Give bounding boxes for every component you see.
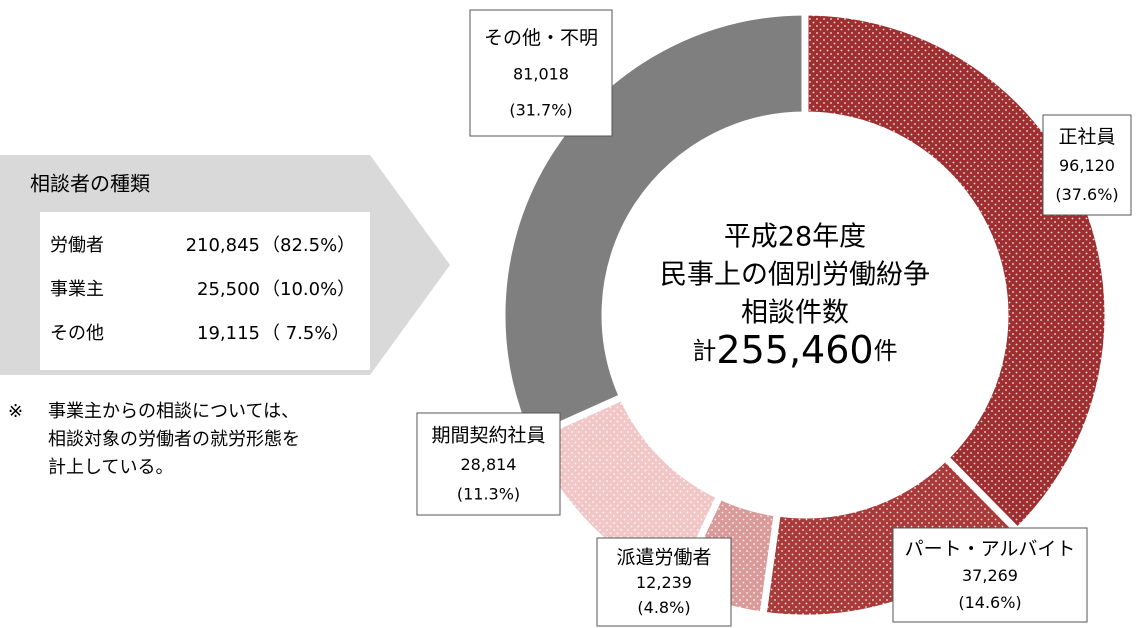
row-share: （10.0%） [262,279,355,300]
value-label: 96,120 [1059,156,1115,175]
center-text: 民事上の個別労働紛争 [660,260,930,291]
slice-label: パート・アルバイト [905,538,1076,560]
share-label: (37.6%) [1055,185,1118,204]
row-count: 25,500 [197,279,260,300]
center-text: 平成28年度 [724,222,866,253]
value-label: 12,239 [636,573,692,592]
label-box [416,412,561,516]
panel-title: 相談者の種類 [30,172,150,196]
slice-label: 派遣労働者 [616,547,711,569]
row-count: 210,845 [186,235,260,256]
panel-box [40,212,370,370]
donut-slice [801,8,1112,536]
row-label: 事業主 [50,279,104,300]
label-box [469,9,613,137]
label-box [596,537,732,627]
total-part: 255,460 [716,328,873,372]
note-line: 事業主からの相談については、 [48,401,299,422]
value-label: 81,018 [513,64,569,83]
note-line: 計上している。 [48,457,173,478]
share-label: (11.3%) [457,484,520,503]
row-label: その他 [50,323,104,344]
value-label: 37,269 [962,566,1018,585]
total-part: 計 [692,337,716,365]
share-label: (4.8%) [637,598,690,617]
center-text: 相談件数 [741,298,849,329]
total-part: 件 [874,337,898,365]
center-total: 計255,460件 [692,328,897,372]
slice-label: 正社員 [1058,126,1115,148]
slice-label: 期間契約社員 [431,425,545,447]
share-label: (14.6%) [958,593,1021,612]
value-label: 28,814 [461,455,517,474]
label-box [1042,114,1132,216]
share-label: (31.7%) [509,101,572,120]
note-mark: ※ [8,401,23,422]
row-count: 19,115 [197,323,260,344]
row-label: 労働者 [50,235,104,256]
slice-label: その他・不明 [484,27,598,49]
label-box [892,527,1088,623]
row-share: （82.5%） [262,235,355,256]
note-line: 相談対象の労働者の就労形態を [48,429,300,450]
row-share: （ 7.5%） [262,323,349,344]
